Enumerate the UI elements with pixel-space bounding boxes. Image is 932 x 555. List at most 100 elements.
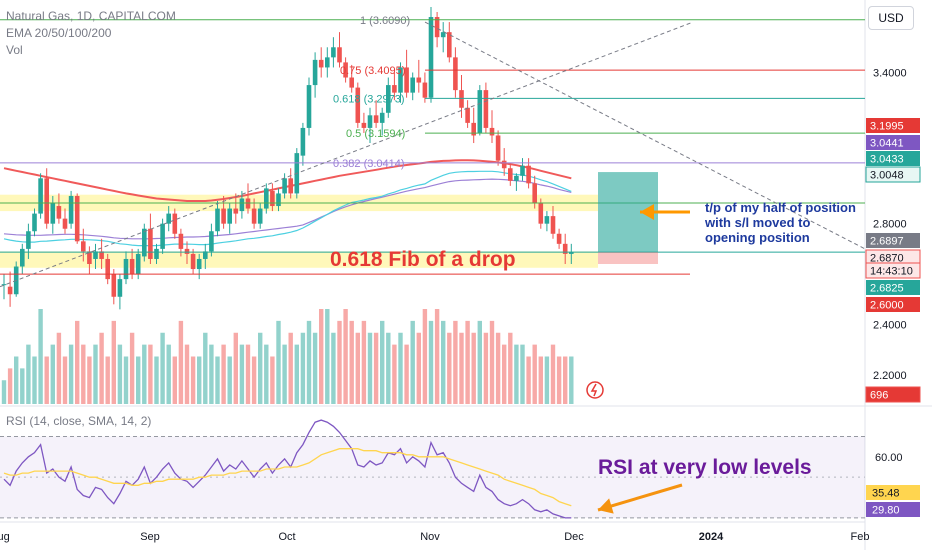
candle [166, 206, 171, 232]
candle-body [105, 258, 110, 280]
candle-body [489, 127, 495, 136]
candle-body [312, 59, 318, 86]
candle-body [209, 231, 214, 252]
rsi-annotation: RSI at very low levels [598, 456, 812, 479]
candle [325, 47, 330, 78]
price-tag-text: 2.6000 [870, 300, 904, 312]
volume-bar [514, 344, 519, 404]
falling-trendline [424, 21, 866, 250]
volume-bar [172, 356, 177, 404]
volume-bar [502, 344, 507, 404]
volume-bar [245, 344, 251, 404]
volume-bar [1, 380, 7, 404]
volume-bar [294, 344, 299, 404]
candle [44, 168, 49, 229]
price-tag-bg [866, 151, 920, 166]
candle [56, 193, 62, 224]
candle-body [337, 47, 342, 63]
candle [239, 190, 245, 219]
candle [562, 233, 568, 264]
volume-bars [1, 309, 574, 404]
candle [13, 261, 19, 297]
replay-icon-bolt [590, 383, 598, 397]
volume-bar [544, 356, 550, 404]
candle-body [520, 165, 525, 176]
currency-button[interactable]: USD [868, 6, 914, 30]
volume-bar [99, 332, 104, 404]
volume-bar [215, 356, 220, 404]
volume-bar [453, 320, 458, 404]
candle-body [392, 85, 397, 93]
ema-line-0 [3, 159, 572, 202]
price-tag-bg [866, 233, 920, 248]
candle-body [367, 115, 373, 128]
volume-bar [526, 356, 531, 404]
volume-bar [337, 320, 342, 404]
candle [520, 158, 525, 181]
candle [20, 243, 25, 275]
price-tag-3: 3.0048 [865, 166, 921, 183]
candle [465, 100, 470, 128]
candle [471, 107, 476, 144]
volume-bar [32, 356, 37, 404]
candle [544, 211, 550, 232]
candle-body [508, 168, 513, 181]
volume-bar [190, 356, 196, 404]
candle-body [129, 258, 135, 275]
time-tick-2: Oct [278, 531, 295, 543]
volume-bar [184, 344, 190, 404]
candle-body [215, 208, 220, 232]
volume-bar [233, 332, 238, 404]
price-tag-0: 3.1995 [866, 118, 920, 133]
price-tag-text: 3.0433 [870, 154, 904, 166]
replay-icon [586, 381, 604, 399]
candle-body [221, 208, 226, 224]
candle-body [239, 198, 245, 212]
price-tick-3: 2.2000 [873, 370, 907, 382]
volume-bar [264, 344, 269, 404]
candle [38, 173, 43, 219]
volume-bar [441, 320, 446, 404]
volume-bar [129, 332, 135, 404]
candle-body [428, 17, 434, 98]
price-tag-bg [865, 386, 921, 403]
volume-bar [50, 344, 55, 404]
candle-body [111, 274, 117, 297]
candle-body [38, 178, 43, 214]
candle [410, 72, 415, 101]
ema-line-2 [3, 170, 572, 247]
candle-body [355, 87, 361, 123]
price-tag-text: 2.6870 [870, 253, 904, 265]
candle-body [477, 90, 483, 133]
candle-body [154, 248, 159, 259]
volume-bar [355, 332, 360, 404]
candle-body [1, 284, 7, 286]
take-profit-line-1: t/p of my half of position [705, 200, 856, 215]
time-tick-5: 2024 [699, 531, 724, 543]
volume-bar [26, 344, 31, 404]
candle-body [300, 127, 306, 156]
volume-bar [288, 332, 293, 404]
volume-bar [68, 344, 74, 404]
volume-bar [142, 344, 147, 404]
volume-bar [7, 368, 13, 404]
volume-bar [111, 320, 116, 404]
time-tick-3: Nov [420, 531, 440, 543]
price-tick-2: 2.4000 [873, 319, 907, 331]
volume-bar [306, 320, 312, 404]
volume-bar [203, 332, 208, 404]
candle-body [538, 203, 544, 224]
candle [538, 198, 544, 229]
rsi-tag-text: 35.48 [872, 488, 900, 500]
candle [453, 47, 458, 98]
volume-bar [447, 332, 452, 404]
candle-body [416, 77, 422, 83]
candle [434, 12, 440, 48]
take-profit-line-3: opening position [705, 230, 810, 245]
candle [62, 208, 68, 234]
volume-bar [62, 356, 68, 404]
candle-body [93, 251, 98, 259]
candle-body [184, 248, 190, 254]
